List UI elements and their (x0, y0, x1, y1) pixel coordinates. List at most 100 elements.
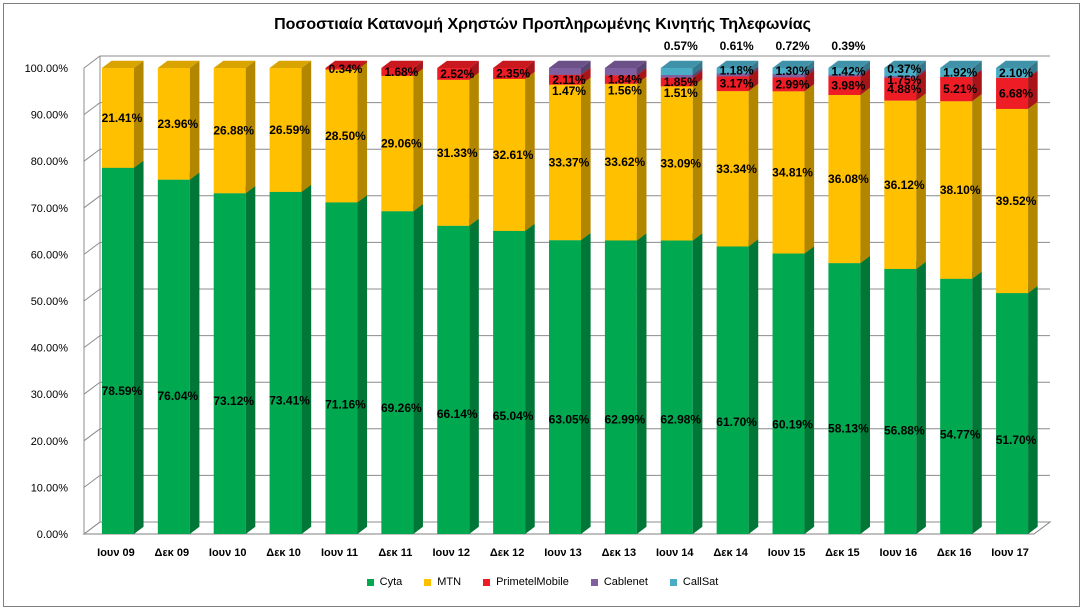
bar-front (828, 94, 861, 264)
bar-top (828, 60, 871, 68)
bar-side (916, 68, 926, 78)
data-label: 5.21% (943, 82, 977, 96)
bar-front (772, 67, 805, 75)
x-tick-label: Δεκ 15 (825, 547, 860, 559)
data-label: 6.68% (999, 86, 1033, 100)
bar-front (213, 193, 246, 534)
bar-front (660, 240, 693, 535)
legend-item-callsat: CallSat (669, 576, 719, 588)
data-label: 76.04% (157, 389, 198, 403)
data-label: 2.35% (496, 66, 530, 80)
data-label: 69.26% (381, 401, 422, 415)
bar-side (860, 255, 871, 535)
bar-side (413, 60, 423, 76)
data-label: 2.11% (552, 73, 586, 87)
bar-side (692, 67, 703, 78)
data-label: 2.10% (999, 66, 1033, 80)
y-tick-label: 20.00% (31, 436, 69, 448)
bar-side (581, 67, 591, 85)
data-label: 29.06% (381, 137, 422, 151)
bar-side (972, 60, 982, 77)
bar-side (692, 60, 703, 76)
bar-front (996, 77, 1029, 109)
bar-side (804, 70, 815, 92)
x-tick-label: Ιουν 17 (991, 547, 1029, 559)
bar-top (101, 60, 144, 68)
bar-front (940, 278, 973, 534)
bar-segment-cyta (325, 195, 368, 534)
data-label: 0.37% (887, 62, 921, 76)
data-label: 36.12% (884, 178, 925, 192)
data-label: 60.19% (772, 418, 813, 432)
y-tick-label: 10.00% (31, 482, 69, 494)
bar-front (269, 68, 302, 192)
data-label: 33.37% (549, 155, 590, 169)
bar-segment-cyta (437, 218, 479, 535)
data-label: 73.41% (269, 394, 310, 408)
data-label: 36.08% (828, 172, 869, 186)
bar-side (189, 60, 200, 180)
bar-side (860, 67, 871, 77)
x-tick-label: Δεκ 11 (378, 547, 412, 559)
bar-front (437, 225, 470, 534)
bar-side (860, 69, 871, 95)
data-label: 1.42% (831, 64, 865, 78)
bar-front (493, 68, 526, 79)
data-label: 1.75% (887, 73, 921, 87)
bar-front (884, 100, 917, 269)
bar-segment-cyta (604, 233, 647, 534)
bar-segment-mtn (437, 72, 479, 226)
y-tick-label: 40.00% (31, 343, 69, 355)
data-label: 2.99% (776, 77, 810, 91)
data-label: 1.18% (720, 64, 754, 78)
bar-front (549, 240, 581, 534)
bar-front (940, 76, 973, 102)
bar-top (996, 60, 1038, 68)
bar-front (772, 253, 805, 535)
legend-label: CallSat (682, 576, 719, 588)
bar-segment-mtn (157, 60, 200, 180)
bar-side (525, 223, 535, 534)
data-label: 0.57% (664, 39, 698, 53)
legend: Cyta MTN PrimetelMobile Cablenet CallSat (0, 576, 1085, 588)
bar-segment-callsat (940, 60, 982, 77)
bar-segment-mtn (269, 60, 312, 192)
data-label: 0.34% (328, 62, 362, 76)
bar-segment-callsat (660, 60, 703, 76)
bar-segment-cyta (940, 271, 982, 534)
bar-side (189, 172, 200, 534)
bar-front (604, 240, 637, 534)
data-label: 33.62% (605, 155, 646, 169)
bar-top (325, 60, 368, 68)
bar-segment-cyta (157, 172, 200, 534)
bar-front (101, 68, 134, 168)
bar-top (157, 60, 200, 68)
x-tick-label: Δεκ 16 (937, 547, 972, 559)
bar-segment-cyta (213, 186, 256, 535)
data-label: 66.14% (437, 407, 478, 421)
data-label: 26.88% (213, 124, 254, 138)
x-tick-label: Δεκ 12 (490, 547, 525, 559)
bar-front (604, 67, 637, 76)
legend-swatch (483, 578, 491, 586)
bar-front (325, 69, 358, 203)
bar-side (972, 69, 982, 102)
data-label: 32.61% (493, 148, 534, 162)
data-label: 1.68% (384, 65, 418, 79)
x-tick-label: Δεκ 14 (713, 547, 748, 559)
x-tick-label: Δεκ 13 (602, 547, 637, 559)
bar-side (1028, 101, 1038, 294)
bar-front (772, 77, 805, 92)
data-label: 1.30% (776, 64, 810, 78)
data-label: 61.70% (716, 415, 757, 429)
bar-side (916, 60, 926, 77)
data-label: 2.52% (440, 67, 474, 81)
bar-side (469, 72, 479, 226)
bar-front (437, 68, 470, 80)
bar-side (804, 246, 815, 534)
data-label: 0.61% (720, 39, 754, 53)
bar-front (549, 84, 581, 241)
data-label: 78.59% (102, 384, 143, 398)
bar-segment-mtn (940, 94, 982, 279)
data-label: 1.47% (552, 84, 586, 98)
